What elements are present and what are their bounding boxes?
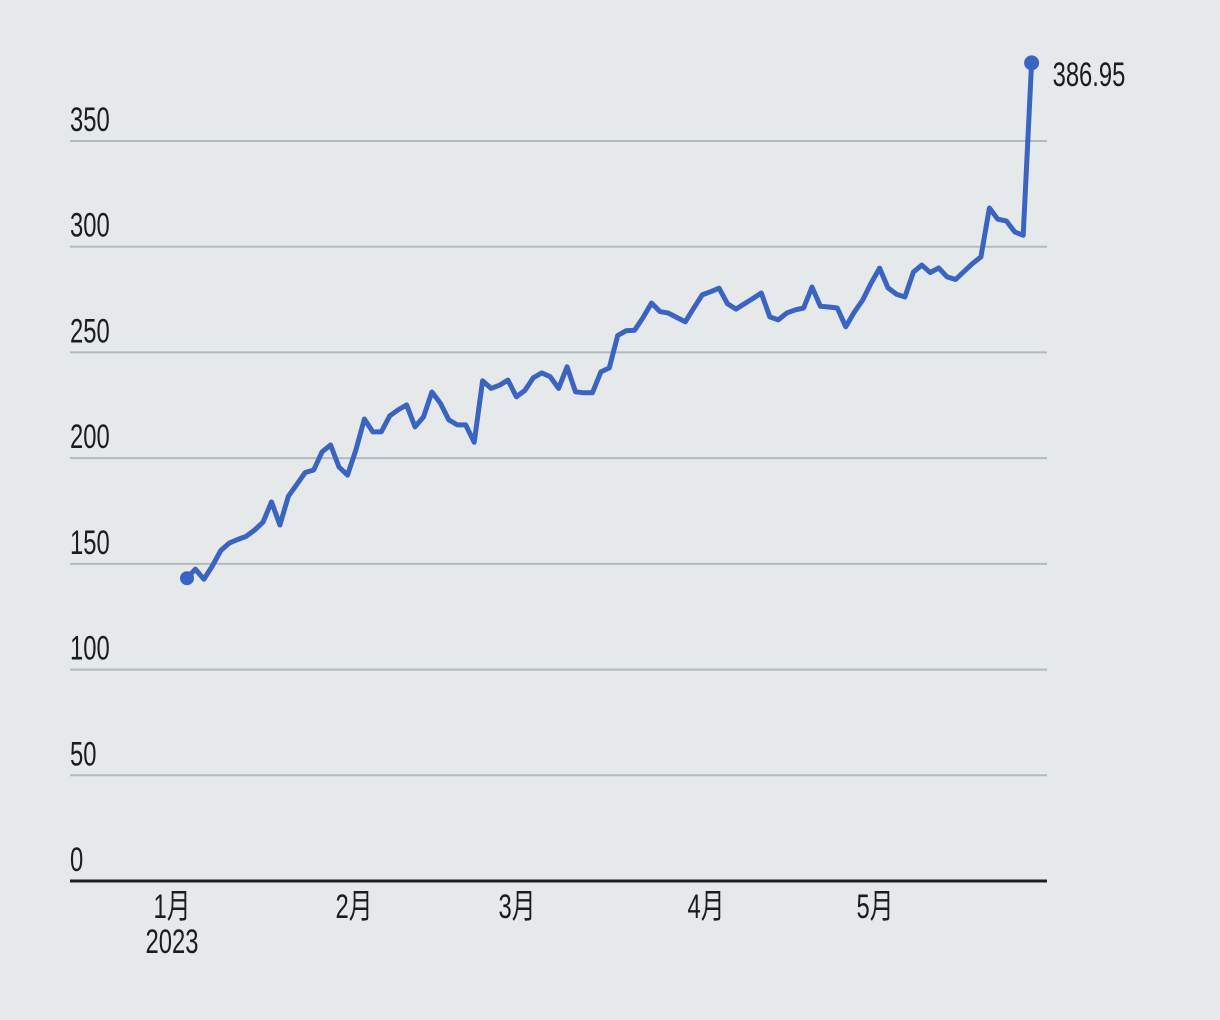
x-tick-label-3: 3月 bbox=[498, 888, 535, 926]
y-tick-label-150: 150 bbox=[70, 524, 110, 562]
y-tick-label-250: 250 bbox=[70, 312, 110, 350]
last-price-label: 386.95 bbox=[1053, 56, 1126, 94]
y-tick-label-50: 50 bbox=[70, 735, 96, 773]
series-layer bbox=[180, 55, 1040, 586]
y-tick-label-100: 100 bbox=[70, 629, 110, 667]
series-start-dot bbox=[180, 571, 194, 586]
x-tick-label-5: 5月 bbox=[856, 888, 893, 926]
x-tick-year-label: 2023 bbox=[146, 923, 199, 961]
y-tick-label-350: 350 bbox=[70, 101, 110, 139]
x-tick-label-4: 4月 bbox=[687, 888, 724, 926]
series-end-dot bbox=[1024, 55, 1040, 71]
price-line bbox=[184, 60, 1035, 582]
y-tick-label-0: 0 bbox=[70, 841, 83, 879]
y-tick-label-200: 200 bbox=[70, 418, 110, 456]
grid-layer bbox=[70, 140, 1047, 883]
x-tick-label-2: 2月 bbox=[335, 888, 372, 926]
x-tick-label-1: 1月 bbox=[153, 888, 190, 926]
y-tick-label-300: 300 bbox=[70, 207, 110, 245]
